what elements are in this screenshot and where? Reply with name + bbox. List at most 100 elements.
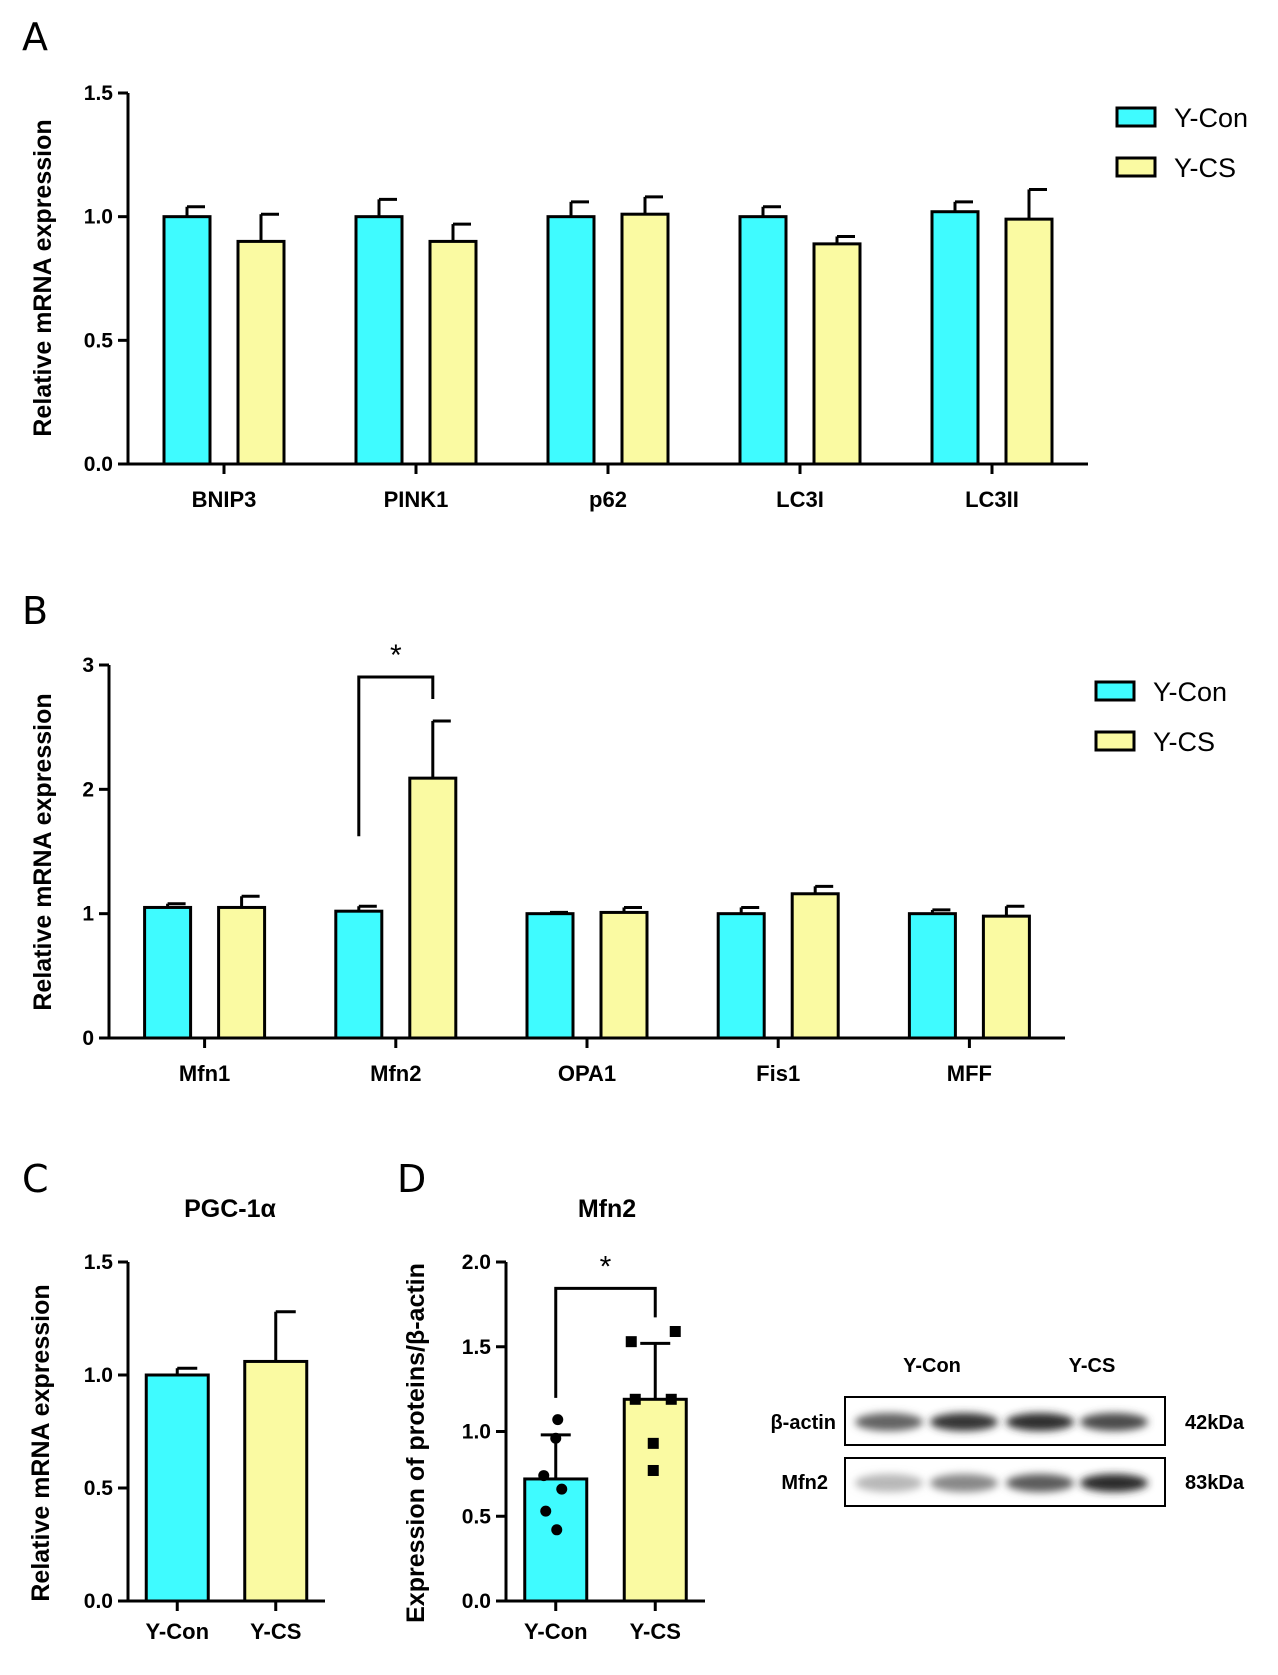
panel-a-legend: Y-Con Y-CS [1115, 103, 1248, 183]
panel-b-legend: Y-Con Y-CS [1094, 677, 1227, 757]
panel-c-x-tick-label-y-cs: Y-CS [250, 1619, 301, 1644]
panel-a-x-tick-label-p62: p62 [589, 487, 627, 512]
panel-c-y-label: Relative mRNA expression [27, 1284, 55, 1601]
panel-b-x-tick-label-mff: MFF [947, 1061, 992, 1086]
panel-b-bar-fis1-y-cs [790, 892, 840, 1040]
panel-c-bar-y-con [144, 1373, 210, 1603]
blot-band-actin-lane-4 [1080, 1413, 1148, 1431]
legend-label-y-con: Y-Con [1174, 103, 1248, 133]
panel-d-letter: D [397, 1157, 426, 1201]
blot-frame-actin [844, 1396, 1166, 1446]
panel-a-bar-bnip3-y-cs [236, 239, 286, 466]
panel-b-x-tick-label-mfn2: Mfn2 [370, 1061, 421, 1086]
panel-d-data-point-y-con [556, 1483, 568, 1495]
panel-d-data-point-y-con [552, 1414, 564, 1426]
panel-b-bar-mfn2-y-cs [408, 776, 458, 1040]
panel-d-y-label: Expression of proteins/β-actin [402, 1263, 430, 1623]
panel-b-bar-mfn1-y-con [143, 905, 193, 1040]
blot-group-label-y-con: Y-Con [903, 1355, 961, 1377]
legend-label-y-con: Y-Con [1153, 677, 1227, 707]
panel-c-title: PGC-1α [184, 1195, 276, 1223]
panel-a-bar-bnip3-y-con [162, 215, 212, 466]
blot-size-label-83kda: 83kDa [1185, 1472, 1245, 1494]
panel-a-y-tick-label: 0.5 [84, 329, 114, 352]
panel-d-y-axis-title: Expression of proteins/β-actin [402, 1263, 430, 1623]
panel-b-plot: 0 1 2 3 Mfn1 Mfn2 OPA1 Fis1 MFF * [82, 639, 1065, 1086]
legend-swatch-y-cs [1094, 730, 1136, 752]
panel-c-y-tick-label: 1.5 [84, 1251, 114, 1274]
panel-b-x-tick-label-mfn1: Mfn1 [179, 1061, 230, 1086]
panel-d-data-point-y-cs [625, 1336, 637, 1348]
panel-b-y-tick-label: 0 [82, 1027, 94, 1050]
panel-d-data-point-y-cs [669, 1325, 681, 1337]
blot-band-mfn2-lane-4 [1080, 1474, 1148, 1492]
panel-d-y-tick-label: 1.0 [462, 1421, 491, 1444]
legend-label-y-cs: Y-CS [1174, 153, 1236, 183]
blot-frame-mfn2 [844, 1457, 1166, 1507]
panel-d-significance-star: * [600, 1250, 612, 1283]
panel-a-plot: 0.0 0.5 1.0 1.5 BNIP3 PINK1 p62 LC3I LC3II [84, 82, 1088, 512]
panel-a-bar-lc3i-y-cs [812, 242, 862, 466]
panel-a-y-label: Relative mRNA expression [29, 119, 57, 436]
western-blot: Y-Con Y-CS β-actin Mfn2 42kDa 83kDa [770, 1355, 1245, 1507]
blot-band-actin-lane-2 [930, 1413, 998, 1431]
panel-d-data-point-y-con [551, 1524, 563, 1536]
panel-b-bar-mff-y-con [907, 912, 957, 1040]
panel-b-significance-star: * [390, 639, 402, 672]
panel-d-plot: 0.0 0.5 1.0 1.5 2.0 Y-Con Y-CS * [462, 1250, 705, 1644]
blot-band-mfn2-lane-2 [930, 1474, 998, 1492]
legend-swatch-y-con [1094, 680, 1136, 702]
panel-d: D Mfn2 Expression of proteins/β-actin 0.… [397, 1157, 705, 1644]
panel-a-y-axis-title: Relative mRNA expression [29, 119, 57, 436]
panel-b-letter: B [22, 589, 48, 633]
panel-d-x-tick-label-y-con: Y-Con [524, 1619, 588, 1644]
panel-c-y-tick-label: 0.5 [84, 1477, 114, 1500]
panel-b-y-tick-label: 1 [82, 903, 94, 926]
panel-d-y-tick-label: 0.5 [462, 1505, 492, 1528]
blot-row-label-mfn2: Mfn2 [781, 1472, 828, 1494]
blot-group-label-y-cs: Y-CS [1069, 1355, 1116, 1377]
panel-d-title: Mfn2 [578, 1195, 636, 1223]
panel-a-bar-pink1-y-con [354, 215, 404, 466]
panel-d-y-tick-label: 2.0 [462, 1251, 491, 1274]
panel-b-x-tick-label-opa1: OPA1 [558, 1061, 616, 1086]
panel-d-data-point-y-cs [629, 1393, 641, 1405]
legend-swatch-y-cs [1115, 156, 1157, 178]
blot-band-actin-lane-3 [1006, 1413, 1074, 1431]
panel-d-bar-y-con [523, 1477, 589, 1603]
panel-b-y-tick-label: 2 [82, 778, 94, 801]
panel-d-data-point-y-cs [647, 1437, 659, 1449]
blot-band-mfn2-lane-1 [855, 1474, 923, 1492]
blot-row-label-beta-actin: β-actin [770, 1412, 836, 1434]
panel-c-plot: 0.0 0.5 1.0 1.5 Y-Con Y-CS [84, 1251, 325, 1644]
panel-d-y-tick-label: 1.5 [462, 1336, 492, 1359]
panel-a-y-tick-label: 1.5 [84, 82, 114, 105]
blot-band-actin-lane-1 [855, 1413, 923, 1431]
panel-a: A Relative mRNA expression 0.0 0.5 1.0 1.5 B… [22, 15, 1248, 512]
panel-b-y-axis-title: Relative mRNA expression [29, 693, 57, 1010]
panel-a-y-tick-label: 0.0 [84, 453, 113, 476]
panel-c: C PGC-1α Relative mRNA expression 0.0 0.5… [22, 1157, 325, 1644]
panel-d-data-point-y-con [550, 1432, 562, 1444]
panel-a-bar-p62-y-con [546, 215, 596, 466]
panel-c-x-tick-label-y-con: Y-Con [145, 1619, 209, 1644]
panel-a-y-tick-label: 1.0 [84, 206, 113, 229]
panel-d-x-tick-label-y-cs: Y-CS [630, 1619, 681, 1644]
panel-b-bar-opa1-y-cs [599, 910, 649, 1040]
panel-a-bar-p62-y-cs [620, 212, 670, 466]
panel-a-x-tick-label-lc3ii: LC3II [965, 487, 1019, 512]
panel-c-y-axis-title: Relative mRNA expression [27, 1284, 55, 1601]
panel-b-bar-fis1-y-con [716, 912, 766, 1040]
blot-band-mfn2-lane-3 [1006, 1474, 1074, 1492]
blot-bands [844, 1396, 1166, 1507]
panel-c-letter: C [22, 1157, 49, 1201]
panel-b-x-tick-label-fis1: Fis1 [756, 1061, 800, 1086]
panel-a-letter: A [22, 15, 48, 59]
panel-b-significance-bracket [357, 675, 435, 837]
panel-a-x-tick-label-bnip3: BNIP3 [192, 487, 257, 512]
panel-d-y-tick-label: 0.0 [462, 1590, 491, 1613]
panel-d-bar-y-cs [622, 1397, 688, 1603]
legend-label-y-cs: Y-CS [1153, 727, 1215, 757]
panel-b-bar-opa1-y-con [525, 912, 575, 1040]
